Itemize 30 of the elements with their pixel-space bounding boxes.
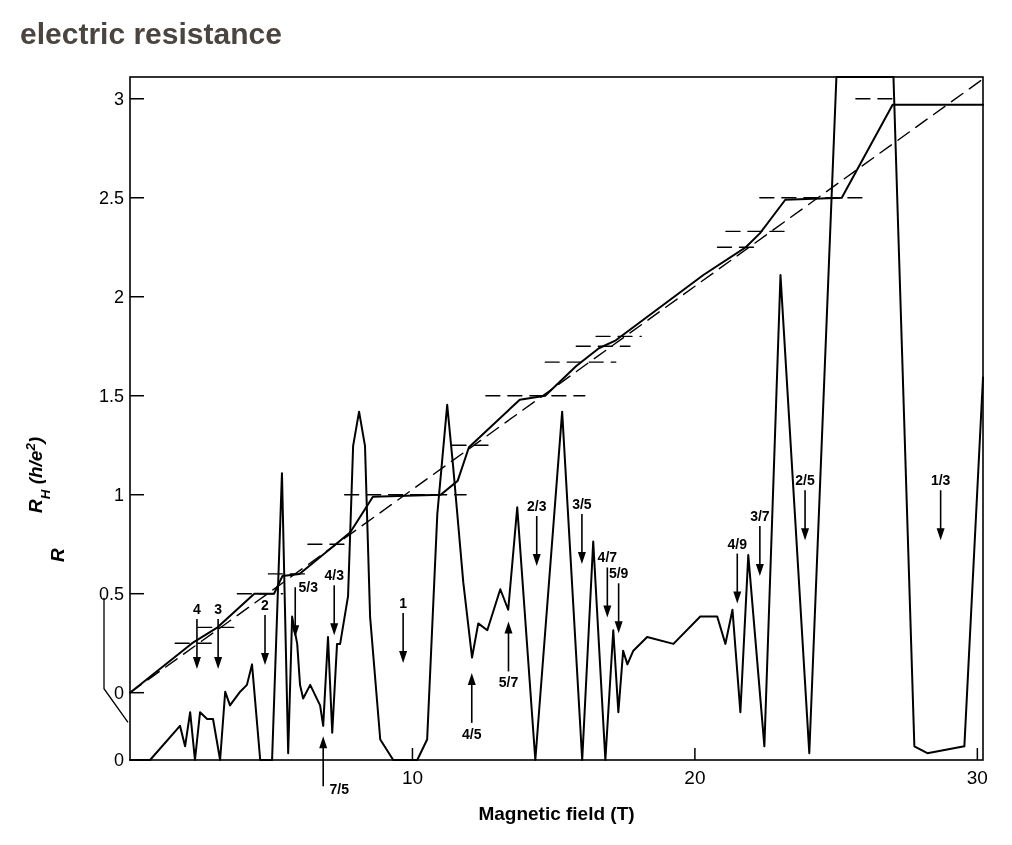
annotation: 3 bbox=[214, 600, 223, 617]
y-tick-label: 3 bbox=[113, 88, 124, 109]
x-tick-label: 30 bbox=[966, 767, 988, 788]
x-axis-title: Magnetic field (T) bbox=[478, 803, 635, 824]
y-tick-label: 0.5 bbox=[98, 583, 124, 604]
annotation: 4/3 bbox=[324, 567, 345, 584]
annotation: 1/3 bbox=[930, 472, 951, 489]
annotation: 4 bbox=[193, 600, 202, 617]
annotation: 3/7 bbox=[750, 507, 770, 524]
annotation: 2/5 bbox=[795, 472, 815, 489]
annotation: 5/3 bbox=[298, 579, 319, 596]
y-tick-label: 2.5 bbox=[98, 187, 124, 208]
annotation: 4/5 bbox=[462, 725, 482, 742]
annotation: 2/3 bbox=[526, 497, 547, 514]
annotation: 5/7 bbox=[498, 674, 519, 691]
annotation: 4/9 bbox=[727, 535, 748, 552]
y-tick-label: 1 bbox=[113, 484, 124, 505]
annotation: 3/5 bbox=[572, 496, 592, 513]
annotation: 2 bbox=[261, 596, 270, 613]
chart-title: electric resistance bbox=[20, 17, 282, 50]
y-axis-title: R bbox=[47, 547, 68, 562]
y-tick-label: 1.5 bbox=[98, 385, 124, 406]
x-tick-label: 10 bbox=[401, 767, 424, 788]
y-tick-label: 2 bbox=[113, 286, 124, 307]
annotation: 1 bbox=[399, 594, 408, 611]
x-tick-label: 20 bbox=[684, 767, 706, 788]
y-tick-label: 0 bbox=[113, 682, 124, 703]
text: 7/5 bbox=[329, 781, 350, 798]
annotation: 4/7 bbox=[597, 549, 618, 566]
annotation: 5/9 bbox=[608, 565, 629, 582]
